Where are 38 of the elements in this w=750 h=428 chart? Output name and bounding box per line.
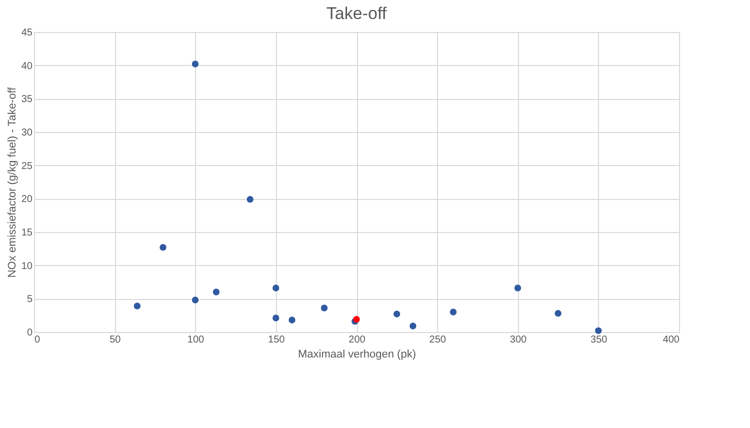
y-tick-label: 45 xyxy=(21,28,33,38)
x-tick-label: 0 xyxy=(34,334,40,346)
point xyxy=(514,284,522,292)
y-tick-label: 35 xyxy=(21,94,33,106)
x-tick-label: 50 xyxy=(110,334,122,346)
point xyxy=(272,284,280,292)
x-tick-label: 250 xyxy=(429,334,446,346)
point xyxy=(160,244,166,251)
point xyxy=(320,304,328,312)
x-tick-label: 400 xyxy=(662,334,680,346)
point xyxy=(595,327,602,334)
x-tick-label: 300 xyxy=(510,334,528,346)
y-tick-label: 40 xyxy=(21,60,33,72)
point xyxy=(212,288,220,296)
y-tick-label: 20 xyxy=(21,194,33,206)
point xyxy=(288,316,296,324)
y-tick-label: 5 xyxy=(26,294,33,306)
point xyxy=(554,310,562,317)
y-axis-title: NOx emissiefactor (g/kg fuel) - Take-off xyxy=(6,86,18,278)
y-tick-label: 25 xyxy=(21,160,33,172)
point xyxy=(410,322,416,330)
point xyxy=(246,196,254,203)
y-tick-label: 15 xyxy=(21,228,33,238)
x-tick-label: 200 xyxy=(348,334,366,346)
y-tick-label: 10 xyxy=(21,260,33,272)
x-tick-label: 100 xyxy=(187,334,205,346)
x-tick-label: 150 xyxy=(268,334,286,346)
y-tick-label: 30 xyxy=(21,128,33,138)
point xyxy=(134,302,141,310)
point xyxy=(192,60,199,68)
point xyxy=(192,296,199,304)
point xyxy=(272,314,280,322)
x-tick-label: 350 xyxy=(590,334,608,346)
y-tick-label: 0 xyxy=(26,328,33,338)
point xyxy=(450,308,457,316)
chart-title: Take-off xyxy=(326,4,387,23)
point xyxy=(393,310,400,318)
x-axis-title: Maximaal verhogen (pk) xyxy=(298,348,416,360)
